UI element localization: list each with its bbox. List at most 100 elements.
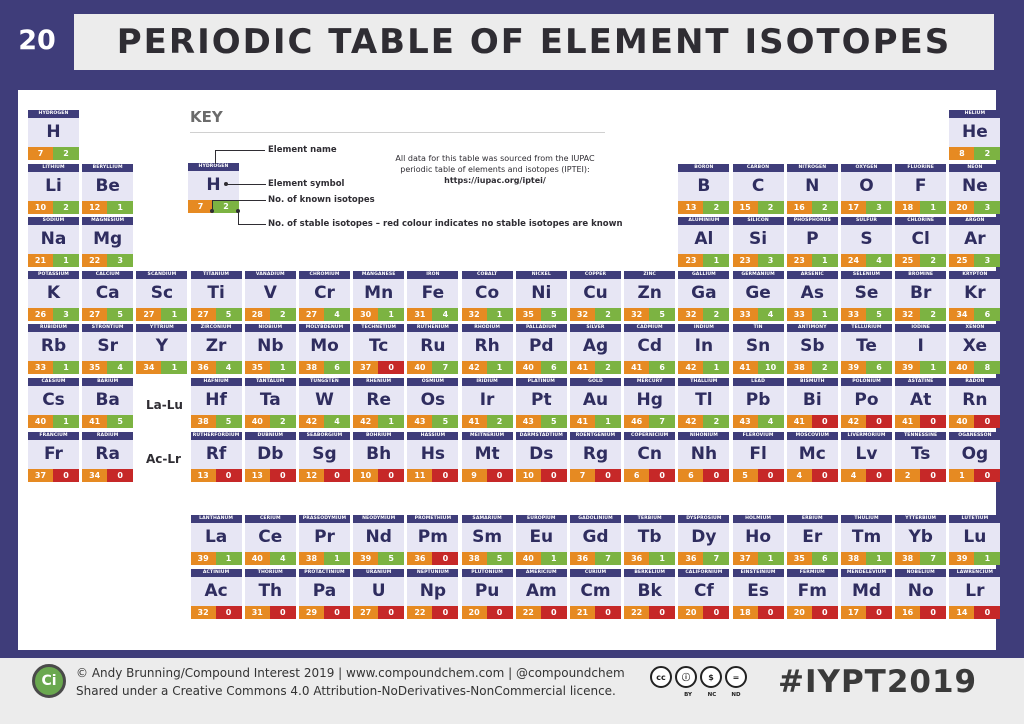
element-cell-na: SODIUM Na 21 1	[28, 217, 79, 268]
known-isotopes-count: 27	[136, 307, 162, 321]
element-name: NIHONIUM	[678, 431, 730, 440]
element-symbol: No	[895, 576, 947, 606]
key-label-element-symbol: Element symbol	[268, 179, 345, 189]
element-symbol: Mo	[299, 332, 350, 362]
element-symbol: Ne	[949, 171, 1001, 201]
element-symbol: Li	[28, 171, 79, 201]
element-symbol: Tl	[678, 386, 730, 415]
stable-isotopes-count: 0	[432, 468, 459, 482]
stable-isotopes-count: 0	[432, 605, 459, 619]
known-isotopes-count: 41	[82, 415, 108, 428]
element-symbol: Zn	[624, 278, 676, 308]
element-name: DARMSTADTIUM	[515, 431, 567, 440]
element-symbol: As	[786, 278, 838, 308]
stable-isotopes-count: 5	[107, 415, 134, 428]
element-cell-pr: PRASEODYMIUM Pr 38 1	[299, 515, 350, 566]
element-symbol: Pa	[299, 576, 350, 606]
element-symbol: Cr	[299, 278, 350, 308]
element-symbol: Gd	[570, 523, 621, 552]
pointer-line	[212, 200, 213, 212]
key-label-known-isotopes: No. of known isotopes	[268, 195, 375, 205]
element-name: YTTERBIUM	[895, 515, 947, 523]
element-symbol: Hs	[407, 439, 459, 469]
cc-caption: ND	[731, 692, 741, 698]
element-name: ROENTGENIUM	[570, 431, 621, 440]
element-symbol: Os	[407, 386, 459, 415]
element-symbol: Ti	[190, 278, 242, 308]
known-isotopes-count: 21	[570, 605, 595, 619]
element-name: SCANDIUM	[136, 270, 188, 279]
element-cell-no: NOBELIUM No 16 0	[895, 568, 947, 620]
known-isotopes-count: 13	[678, 200, 704, 214]
element-name: SELENIUM	[841, 270, 892, 279]
known-isotopes-count: 42	[841, 415, 866, 428]
element-symbol: Ds	[515, 439, 567, 469]
element-name: THULIUM	[841, 515, 892, 523]
known-isotopes-count: 22	[82, 254, 108, 268]
stable-isotopes-count: 1	[378, 307, 405, 321]
known-isotopes-count: 46	[624, 415, 650, 428]
known-isotopes-count: 11	[407, 468, 433, 482]
stable-isotopes-count: 0	[215, 605, 242, 619]
stable-isotopes-count: 2	[811, 200, 838, 214]
element-cell-cn: COPERNICIUM Cn 6 0	[624, 431, 676, 483]
known-isotopes-count: 38	[786, 361, 812, 375]
element-name: TIN	[732, 324, 784, 333]
stable-isotopes-count: 6	[974, 307, 1001, 321]
stable-isotopes-count: 0	[866, 468, 892, 482]
element-name: THORIUM	[244, 568, 296, 577]
known-isotopes-count: 4	[786, 468, 812, 482]
element-name: OSMIUM	[407, 378, 459, 386]
element-symbol: In	[678, 332, 730, 362]
element-name: ARGON	[949, 217, 1001, 226]
element-name: BOHRIUM	[353, 431, 405, 440]
element-symbol: Pt	[515, 386, 567, 415]
element-name: BARIUM	[82, 378, 134, 386]
stable-isotopes-count: 4	[432, 307, 459, 321]
stable-isotopes-count: 1	[540, 552, 567, 565]
element-cell-lu: LUTETIUM Lu 39 1	[949, 515, 1001, 566]
element-cell-zr: ZIRCONIUM Zr 36 4	[190, 324, 242, 375]
element-name: MERCURY	[624, 378, 676, 386]
element-cell-dy: DYSPROSIUM Dy 36 7	[678, 515, 730, 566]
element-name: PALLADIUM	[515, 324, 567, 333]
known-isotopes-count: 40	[515, 361, 541, 375]
known-isotopes-count: 40	[515, 552, 541, 565]
known-isotopes-count: 27	[353, 605, 379, 619]
element-cell-se: SELENIUM Se 33 5	[841, 270, 892, 322]
element-cell-hf: HAFNIUM Hf 38 5	[190, 378, 242, 429]
known-isotopes-count: 36	[190, 361, 216, 375]
pointer-line	[215, 150, 265, 151]
element-cell-cs: CAESIUM Cs 40 1	[28, 378, 79, 429]
stable-isotopes-count: 1	[53, 361, 79, 375]
element-symbol: Cm	[570, 576, 621, 606]
license-line: Shared under a Creative Commons 4.0 Attr…	[76, 684, 616, 698]
element-name: NEODYMIUM	[353, 515, 405, 523]
element-name: RADON	[949, 378, 1001, 386]
element-cell-mo: MOLYBDENUM Mo 38 6	[299, 324, 350, 375]
known-isotopes-count: 5	[732, 468, 758, 482]
element-name: SILICON	[732, 217, 784, 226]
known-isotopes-count: 18	[732, 605, 758, 619]
element-name: SEABORGIUM	[299, 431, 350, 440]
known-isotopes-count: 43	[732, 415, 758, 428]
element-cell-kr: KRYPTON Kr 34 6	[949, 270, 1001, 322]
stable-isotopes-count: 0	[540, 605, 567, 619]
element-cell-au: GOLD Au 41 1	[570, 378, 621, 429]
known-isotopes-count: 40	[949, 361, 975, 375]
stable-isotopes-count: 2	[595, 307, 621, 321]
element-cell-zn: ZINC Zn 32 5	[624, 270, 676, 322]
element-symbol: U	[353, 576, 405, 606]
known-isotopes-count: 37	[28, 468, 53, 482]
element-cell-md: MENDELEVIUM Md 17 0	[841, 568, 892, 620]
known-isotopes-count: 28	[244, 307, 270, 321]
element-symbol: Pm	[407, 523, 459, 552]
element-symbol: Cd	[624, 332, 676, 362]
stable-isotopes-count: 5	[540, 307, 567, 321]
stable-isotopes-count: 0	[811, 605, 838, 619]
stable-isotopes-count: 4	[215, 361, 242, 375]
stable-isotopes-count: 0	[974, 468, 1001, 482]
known-isotopes-count: 43	[407, 415, 433, 428]
known-isotopes-count: 41	[895, 415, 921, 428]
stable-isotopes-count: 0	[486, 605, 513, 619]
